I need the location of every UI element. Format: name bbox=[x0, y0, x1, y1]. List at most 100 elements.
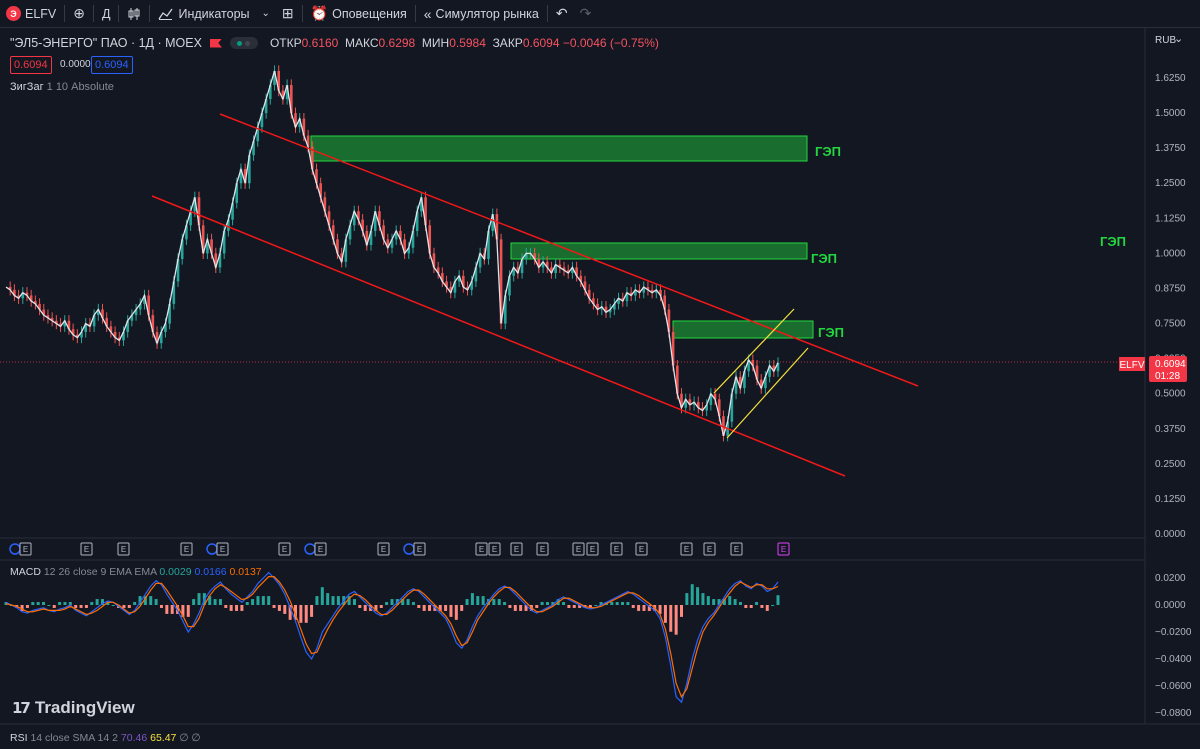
price-axis[interactable]: 1.6250 1.5000 1.3750 1.2500 1.1250 1.0000 0.87… bbox=[1155, 73, 1186, 540]
candle-body bbox=[772, 365, 776, 372]
macd-histogram-bar bbox=[165, 605, 169, 614]
chart-type-button[interactable] bbox=[121, 0, 147, 27]
macd-histogram-bar bbox=[272, 605, 276, 608]
candle-body bbox=[499, 239, 503, 324]
rsi-sma-value: 65.47 bbox=[150, 732, 177, 744]
earnings-event-icon[interactable] bbox=[777, 542, 790, 556]
candle-body bbox=[243, 169, 247, 184]
earnings-event-icon[interactable] bbox=[536, 542, 549, 556]
candle-body bbox=[97, 309, 100, 316]
earnings-event-icon[interactable] bbox=[488, 542, 501, 556]
candle-body bbox=[13, 289, 16, 296]
dividend-event-icon[interactable] bbox=[403, 543, 415, 555]
candle-body bbox=[277, 70, 281, 91]
dividend-event-icon[interactable] bbox=[304, 543, 316, 555]
gap-zone-3[interactable] bbox=[672, 320, 814, 339]
macd-hist-value: 0.0029 bbox=[159, 566, 192, 578]
symbol-search-button[interactable]: Э ELFV bbox=[0, 0, 62, 27]
buy-price-box[interactable]: 0.6094 bbox=[91, 56, 133, 74]
earnings-event-icon[interactable] bbox=[19, 542, 32, 556]
earnings-event-icon[interactable] bbox=[413, 542, 426, 556]
candle-body bbox=[688, 399, 692, 405]
earnings-event-icon[interactable] bbox=[180, 542, 193, 556]
price-tick-label: 0.3750 bbox=[1155, 424, 1186, 435]
replay-button[interactable]: « Симулятор рынка bbox=[418, 0, 545, 27]
price-tick-label: 1.0000 bbox=[1155, 248, 1186, 259]
rsi-legend[interactable]: RSI 14 close SMA 14 2 70.46 65.47 ∅ ∅ bbox=[10, 732, 201, 744]
earnings-event-icon[interactable] bbox=[314, 542, 327, 556]
candle-body bbox=[348, 225, 352, 240]
flag-icon[interactable] bbox=[209, 38, 222, 48]
candle-body bbox=[256, 127, 260, 142]
earnings-event-icon[interactable] bbox=[572, 542, 585, 556]
candle-body bbox=[214, 253, 218, 268]
currency-chevron-icon[interactable]: ⌄ bbox=[1174, 33, 1184, 45]
channel-upper-line[interactable] bbox=[219, 113, 919, 387]
candle-body bbox=[537, 258, 541, 268]
candle-body bbox=[269, 85, 272, 100]
zigzag-legend[interactable]: ЗигЗаг 1 10 Absolute bbox=[10, 81, 114, 93]
interval-button[interactable]: Д bbox=[96, 0, 116, 27]
legend-title[interactable]: "ЭЛ5-ЭНЕРГО" ПАО · 1Д · MOEX bbox=[10, 36, 202, 50]
candle-body bbox=[298, 118, 301, 128]
layouts-button[interactable]: ⊞ bbox=[276, 0, 300, 27]
market-status-icon[interactable] bbox=[229, 37, 258, 49]
macd-histogram-bar bbox=[540, 602, 544, 605]
macd-histogram-bar bbox=[669, 605, 673, 632]
earnings-event-icon[interactable] bbox=[117, 542, 130, 556]
macd-histogram-bar bbox=[304, 605, 308, 623]
gap-zone-1[interactable] bbox=[310, 135, 808, 162]
earnings-event-icon[interactable] bbox=[635, 542, 648, 556]
indicators-label: Индикаторы bbox=[178, 6, 250, 21]
earnings-event-icon[interactable] bbox=[586, 542, 599, 556]
candle-body bbox=[441, 273, 444, 282]
candle-body bbox=[751, 360, 755, 366]
indicators-button[interactable]: Индикаторы ⌄ bbox=[152, 0, 275, 27]
candle-body bbox=[445, 281, 448, 288]
dividend-event-icon[interactable] bbox=[206, 543, 218, 555]
dividend-event-icon[interactable] bbox=[9, 543, 21, 555]
compare-symbol-button[interactable]: ⊕ bbox=[67, 0, 91, 27]
sell-price-box[interactable]: 0.6094 bbox=[10, 56, 52, 74]
candle-body bbox=[474, 267, 478, 282]
macd-tick-label: 0.0200 bbox=[1155, 573, 1186, 584]
earnings-event-icon[interactable] bbox=[610, 542, 623, 556]
candle-body bbox=[67, 320, 71, 330]
small-channel-lower-line[interactable] bbox=[726, 347, 809, 439]
earnings-event-icon[interactable] bbox=[216, 542, 229, 556]
undo-button[interactable]: ↶ bbox=[550, 0, 574, 27]
earnings-event-icon[interactable] bbox=[278, 542, 291, 556]
macd-axis[interactable]: 0.0200 0.0000 −0.0200 −0.0400 −0.0600 −0.0800 bbox=[1155, 573, 1192, 719]
macd-histogram-bar bbox=[578, 605, 582, 608]
candle-body bbox=[80, 331, 83, 338]
earnings-event-icon[interactable] bbox=[703, 542, 716, 556]
rewind-icon: « bbox=[423, 5, 432, 22]
candle-body bbox=[638, 289, 641, 293]
tradingview-logo[interactable]: 𝟭𝟳 TradingView bbox=[12, 698, 135, 718]
earnings-event-icon[interactable] bbox=[680, 542, 693, 556]
earnings-event-icon[interactable] bbox=[475, 542, 488, 556]
price-tick-label: 1.6250 bbox=[1155, 73, 1186, 84]
small-channel-upper-line[interactable] bbox=[713, 308, 795, 394]
high-key: МАКС bbox=[344, 36, 379, 50]
close-key: ЗАКР bbox=[492, 36, 523, 50]
candle-body bbox=[50, 317, 54, 321]
gap-zone-2[interactable] bbox=[510, 242, 808, 260]
candle-body bbox=[583, 281, 587, 290]
earnings-event-icon[interactable] bbox=[80, 542, 93, 556]
earnings-event-icon[interactable] bbox=[377, 542, 390, 556]
rsi-params: 14 close SMA 14 2 bbox=[30, 732, 118, 744]
earnings-event-icon[interactable] bbox=[730, 542, 743, 556]
macd-legend[interactable]: MACD 12 26 close 9 EMA EMA 0.0029 0.0166… bbox=[10, 566, 262, 578]
candle-body bbox=[109, 326, 113, 332]
alerts-button[interactable]: ⏰ Оповещения bbox=[305, 0, 413, 27]
channel-lower-line[interactable] bbox=[151, 195, 846, 477]
candle-body bbox=[134, 309, 138, 316]
macd-histogram-bar bbox=[572, 605, 576, 608]
currency-label[interactable]: RUB bbox=[1155, 35, 1177, 46]
earnings-event-icon[interactable] bbox=[510, 542, 523, 556]
price-tick-label: 0.5000 bbox=[1155, 389, 1186, 400]
redo-button[interactable]: ↷ bbox=[574, 0, 598, 27]
